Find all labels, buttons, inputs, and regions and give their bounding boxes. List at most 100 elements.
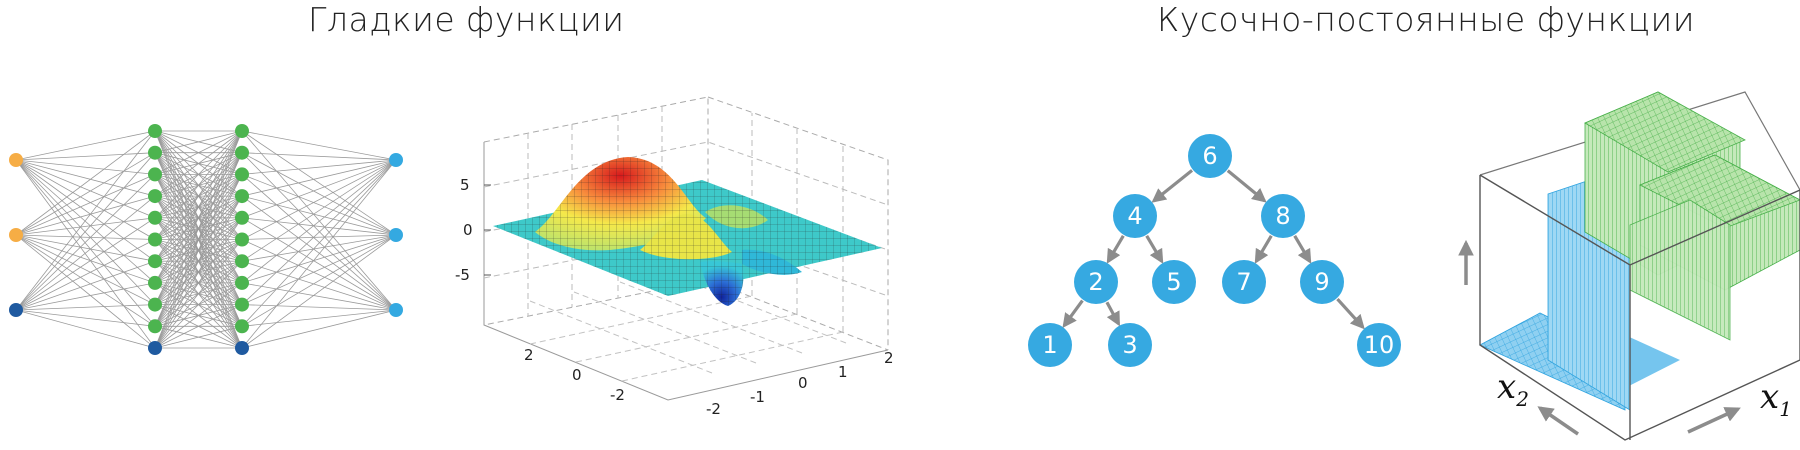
- nn-edge: [15, 159, 156, 262]
- tree-node-1: 1: [1028, 323, 1072, 367]
- x2-arrow: [1537, 406, 1579, 436]
- nn-node-hidden-2: [235, 275, 249, 290]
- tree-edge-n2-n1: [1062, 299, 1084, 328]
- nn-edge: [154, 174, 243, 349]
- nn-edge: [154, 130, 243, 262]
- nn-edge: [15, 152, 156, 311]
- nn-edge: [154, 239, 243, 349]
- nn-edge: [15, 159, 156, 327]
- nn-edge: [154, 130, 243, 305]
- nn-node-hidden-1: [148, 297, 162, 312]
- tree-node-label: 5: [1166, 268, 1181, 296]
- nn-edge: [241, 159, 397, 175]
- tree-node-3: 3: [1108, 323, 1152, 367]
- nn-edge: [241, 234, 397, 349]
- nn-edge: [15, 159, 156, 240]
- nn-node-hidden-2: [235, 341, 249, 355]
- nn-node-hidden-1: [148, 167, 162, 182]
- nn-edge: [154, 152, 243, 349]
- nn-edge: [154, 130, 243, 327]
- nn-node-hidden-1: [148, 254, 162, 269]
- tree-node-4: 4: [1113, 194, 1157, 238]
- nn-edge: [154, 130, 243, 175]
- tree-node-label: 3: [1122, 331, 1137, 359]
- nn-edge: [241, 130, 397, 311]
- tree-node-circle: [1152, 260, 1196, 304]
- tree-edge-n6-n4: [1151, 169, 1194, 203]
- nn-edge: [241, 152, 397, 236]
- nn-edge: [241, 159, 397, 284]
- nn-edge: [15, 234, 156, 262]
- nn-edge: [15, 195, 156, 236]
- nn-edge: [15, 159, 156, 349]
- nn-edge: [241, 234, 397, 262]
- x-tick-minus1: -1: [750, 388, 765, 406]
- piecewise-constant-plot: x2 x1: [1458, 91, 1800, 441]
- tree-node-circle: [1188, 134, 1232, 178]
- tree-node-9: 9: [1300, 260, 1344, 304]
- tree-node-circle: [1357, 323, 1401, 367]
- z-tick-5: 5: [460, 176, 470, 194]
- nn-edge: [241, 234, 397, 240]
- nn-edge: [15, 152, 156, 236]
- nn-edge: [241, 195, 397, 236]
- tree-node-circle: [1300, 260, 1344, 304]
- tree-edge-n8-n7: [1254, 234, 1273, 264]
- nn-edge: [241, 174, 397, 311]
- nn-node-hidden-1: [148, 232, 162, 247]
- nn-edge: [241, 159, 397, 327]
- tree-node-circle: [1074, 260, 1118, 304]
- nn-edge: [15, 130, 156, 161]
- nn-edge: [15, 282, 156, 311]
- nn-edge: [154, 195, 243, 349]
- nn-node-hidden-2: [235, 124, 249, 138]
- nn-node-input: [9, 303, 23, 317]
- y-tick-2: 2: [524, 346, 534, 364]
- nn-node-input: [9, 153, 23, 167]
- nn-edge: [241, 152, 397, 311]
- nn-edge: [241, 195, 397, 311]
- tree-node-circle: [1113, 194, 1157, 238]
- nn-node-hidden-2: [235, 297, 249, 312]
- y-tick-minus2: -2: [610, 386, 625, 404]
- nn-edge: [15, 130, 156, 311]
- nn-edge: [15, 239, 156, 311]
- nn-edge: [15, 130, 156, 236]
- tree-node-label: 7: [1236, 268, 1251, 296]
- tree-node-circle: [1261, 194, 1305, 238]
- cube-frame: [1479, 174, 1800, 441]
- nn-node-input: [9, 228, 23, 242]
- nn-edge: [241, 152, 397, 161]
- nn-edge: [241, 234, 397, 305]
- nn-edge: [241, 217, 397, 236]
- nn-node-output: [389, 303, 403, 317]
- nn-node-hidden-2: [235, 254, 249, 269]
- nn-edge: [15, 217, 156, 236]
- tree-node-circle: [1222, 260, 1266, 304]
- tree-nodes: 6 4 8 2 5 7 9 1 3 10: [1028, 134, 1401, 367]
- nn-edge: [241, 239, 397, 311]
- nn-node-hidden-1: [148, 319, 162, 334]
- nn-edge: [154, 130, 243, 154]
- tree-node-7: 7: [1222, 260, 1266, 304]
- x2-axis-label: x2: [1497, 367, 1529, 411]
- x-tick-1: 1: [838, 363, 848, 381]
- nn-node-hidden-2: [235, 167, 249, 182]
- nn-node-hidden-2: [235, 145, 249, 160]
- z-tick-0: 0: [463, 221, 473, 239]
- tree-node-label: 8: [1275, 202, 1290, 230]
- nn-edge: [241, 159, 397, 240]
- tree-node-6: 6: [1188, 134, 1232, 178]
- tree-edge-n2-n3: [1105, 301, 1121, 327]
- tree-node-2: 2: [1074, 260, 1118, 304]
- nn-edge: [241, 217, 397, 311]
- x-tick-2: 2: [884, 349, 894, 367]
- nn-node-hidden-2: [235, 319, 249, 334]
- nn-edge: [15, 260, 156, 311]
- tree-node-label: 9: [1314, 268, 1329, 296]
- tree-edge-n8-n9: [1293, 234, 1312, 264]
- nn-node-hidden-1: [148, 210, 162, 225]
- nn-edge: [154, 304, 243, 349]
- nn-edge: [154, 217, 243, 349]
